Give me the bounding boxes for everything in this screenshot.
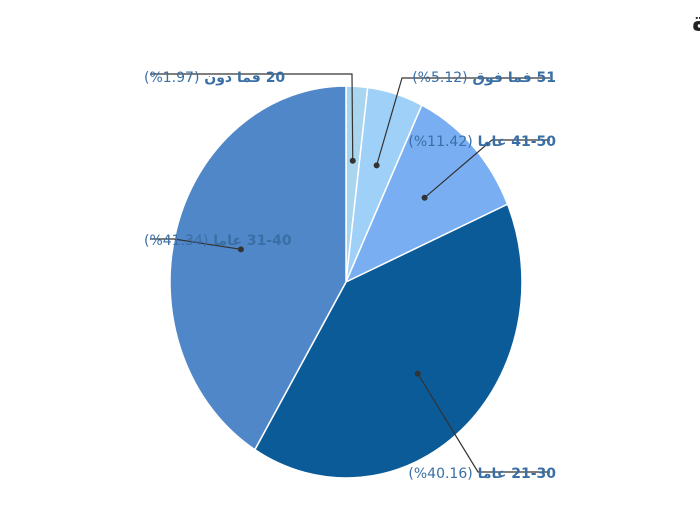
leader-line (150, 73, 354, 161)
slice-label-percent: (11.42%) (408, 134, 472, 150)
chart-title: نسبة أعمار الصحفيين الذين استشهدوا في غز… (692, 4, 700, 37)
slice-label-name: 31-40 عاما (208, 233, 292, 249)
slice-label: 20 فما دون (1.97%) (144, 70, 285, 86)
slice-label: 31-40 عاما (41.34%) (144, 233, 292, 249)
leader-dot (349, 157, 356, 164)
leader-dot (414, 370, 421, 377)
slice-label-name: 41-50 عاما (473, 134, 557, 150)
pie-slice (253, 203, 523, 479)
pie-slice (169, 85, 347, 451)
slice-label-name: 21-30 عاما (473, 466, 557, 482)
leader-dot (421, 194, 428, 201)
leader-line (424, 139, 550, 199)
leader-lines (150, 73, 550, 473)
leader-line (150, 238, 241, 250)
slice-label-percent: (1.97%) (144, 70, 199, 86)
leader-line (417, 373, 550, 473)
pie-slice (344, 104, 509, 284)
slice-label-percent: (5.12%) (412, 70, 467, 86)
slice-label-percent: (41.34%) (144, 233, 208, 249)
slice-label: 51 فما فوق (5.12%) (412, 70, 556, 86)
pie-slices (169, 85, 523, 479)
slice-label: 21-30 عاما (40.16%) (408, 466, 556, 482)
slice-label: 41-50 عاما (11.42%) (408, 134, 556, 150)
slice-label-name: 51 فما فوق (468, 70, 556, 86)
leader-line (376, 77, 550, 166)
leader-dot (237, 246, 244, 253)
leader-dot (373, 162, 380, 169)
slice-label-name: 20 فما دون (199, 70, 285, 86)
slice-label-percent: (40.16%) (408, 466, 472, 482)
slice-labels: 20 فما دون (1.97%) 51 فما فوق (5.12%) 41-5… (144, 70, 556, 482)
